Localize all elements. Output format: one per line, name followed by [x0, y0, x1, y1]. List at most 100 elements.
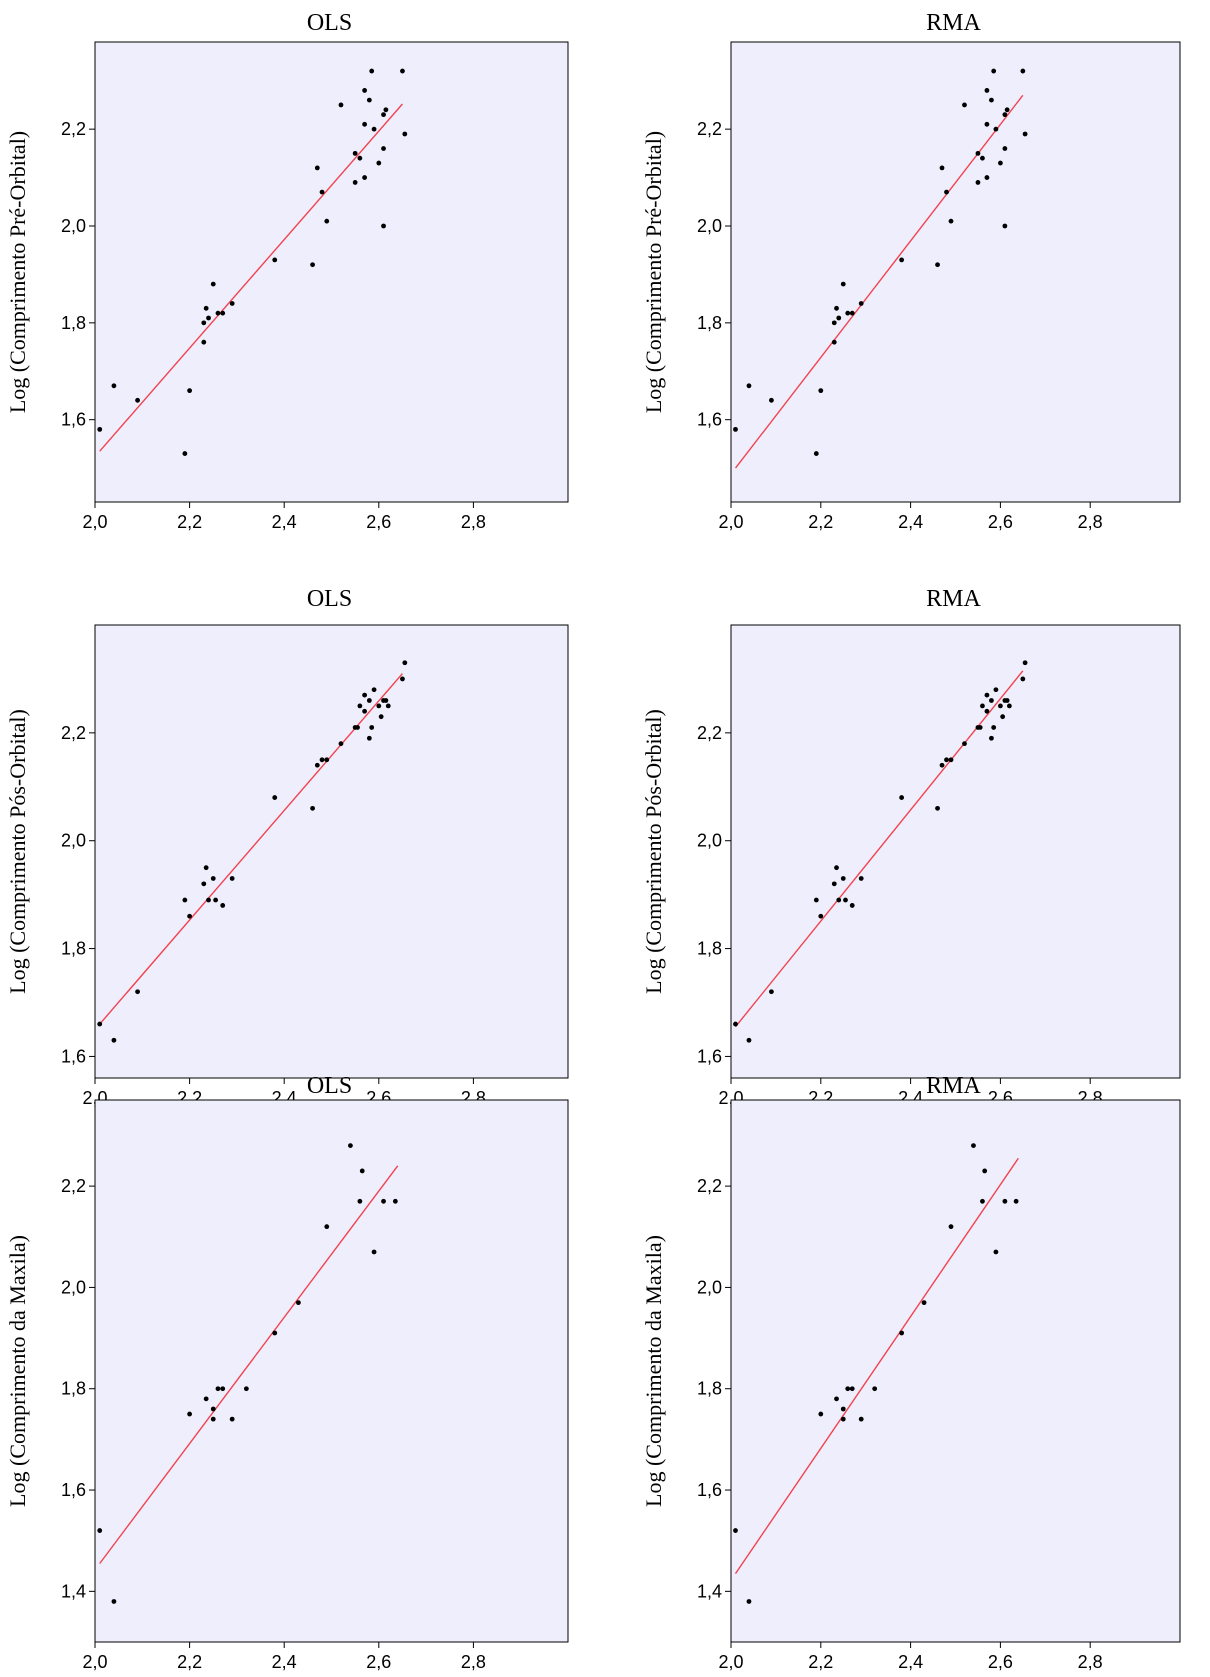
y-tick-label: 2,0	[697, 1277, 722, 1297]
data-point	[187, 1411, 193, 1417]
data-point	[1020, 68, 1026, 74]
data-point	[1000, 714, 1006, 720]
data-point	[989, 698, 994, 703]
data-point	[831, 339, 837, 345]
plot-area	[730, 624, 1181, 1079]
y-tick-label: 2,2	[697, 723, 722, 743]
data-point	[971, 1143, 976, 1148]
data-point	[201, 881, 207, 887]
y-tick-label: 1,6	[697, 1480, 722, 1500]
data-point	[1013, 1198, 1019, 1204]
data-point	[836, 897, 842, 903]
x-tick-label: 2,8	[461, 1652, 486, 1672]
data-point	[991, 725, 997, 730]
data-point	[944, 757, 949, 763]
data-point	[858, 876, 864, 881]
chart-title: RMA	[926, 10, 981, 36]
x-tick-label: 2,6	[366, 512, 391, 532]
data-point	[381, 146, 386, 151]
data-point	[210, 1406, 216, 1412]
data-point	[993, 1249, 999, 1255]
data-point	[385, 703, 391, 709]
data-point	[733, 426, 738, 432]
data-point	[362, 708, 368, 714]
y-tick-label: 1,6	[61, 1480, 86, 1500]
data-point	[220, 903, 226, 908]
data-point	[97, 1021, 103, 1027]
data-point	[229, 1416, 235, 1422]
data-point	[357, 1198, 363, 1204]
data-point	[338, 102, 344, 108]
y-tick-label: 1,8	[61, 313, 86, 333]
data-point	[201, 320, 207, 326]
data-point	[371, 687, 377, 693]
x-tick-label: 2,8	[461, 512, 486, 532]
data-point	[836, 315, 842, 321]
data-point	[338, 741, 344, 747]
data-point	[845, 1386, 851, 1392]
chart-panel-5: OLS Log (Comprimento da Maxila) 2,0 2,2 2,4 2…	[5, 1073, 569, 1672]
data-point	[357, 703, 363, 709]
data-point	[182, 897, 188, 903]
plot-area	[94, 41, 569, 503]
data-point	[980, 1198, 985, 1204]
data-point	[840, 281, 846, 287]
data-point	[111, 1037, 117, 1043]
y-tick-label: 2,0	[697, 831, 722, 851]
y-tick-label: 2,2	[697, 1176, 722, 1196]
data-point	[935, 805, 940, 811]
data-point	[272, 257, 278, 263]
data-point	[948, 218, 954, 224]
y-tick-label: 1,8	[697, 1379, 722, 1399]
y-axis-label: Log (Comprimento Pré-Orbital)	[641, 131, 666, 413]
y-tick-label: 1,6	[697, 410, 722, 430]
data-point	[993, 126, 999, 132]
plot-area	[94, 1099, 569, 1643]
data-point	[97, 426, 103, 432]
x-tick-label: 2,0	[82, 512, 107, 532]
data-point	[383, 698, 389, 703]
y-axis-label: Log (Comprimento Pós-Orbital)	[641, 709, 666, 994]
data-point	[319, 757, 325, 763]
data-point	[769, 397, 774, 403]
x-tick-label: 2,2	[808, 1652, 833, 1672]
y-tick-label: 2,2	[697, 119, 722, 139]
data-point	[921, 1300, 927, 1306]
data-point	[843, 897, 848, 903]
data-point	[858, 1416, 864, 1422]
data-point	[840, 1406, 846, 1412]
data-point	[984, 121, 990, 127]
x-tick-label: 2,0	[718, 512, 743, 532]
fit-line	[734, 1157, 1019, 1575]
data-point	[369, 725, 375, 730]
x-tick-label: 2,4	[272, 1652, 297, 1672]
y-tick-label: 1,4	[697, 1581, 722, 1601]
data-point	[1002, 1198, 1008, 1204]
x-tick-label: 2,0	[718, 1652, 743, 1672]
data-point	[1004, 107, 1010, 113]
y-tick-label: 2,2	[61, 723, 86, 743]
data-point	[272, 795, 278, 800]
x-tick-label: 2,2	[177, 1652, 202, 1672]
data-point	[813, 897, 819, 903]
data-point	[1022, 131, 1028, 137]
data-point	[858, 301, 864, 306]
data-point	[310, 805, 315, 811]
data-point	[899, 1330, 905, 1336]
data-point	[980, 155, 985, 161]
data-point	[1022, 660, 1028, 666]
y-tick-label: 1,6	[61, 1046, 86, 1066]
data-point	[182, 451, 188, 456]
x-tick-label: 2,2	[808, 512, 833, 532]
data-point	[210, 1416, 216, 1422]
y-tick-label: 2,2	[61, 119, 86, 139]
data-point	[984, 175, 990, 180]
data-point	[381, 112, 386, 118]
y-tick-label: 1,4	[61, 1581, 86, 1601]
data-point	[989, 97, 994, 103]
data-point	[984, 708, 990, 714]
fit-line	[99, 673, 403, 1025]
